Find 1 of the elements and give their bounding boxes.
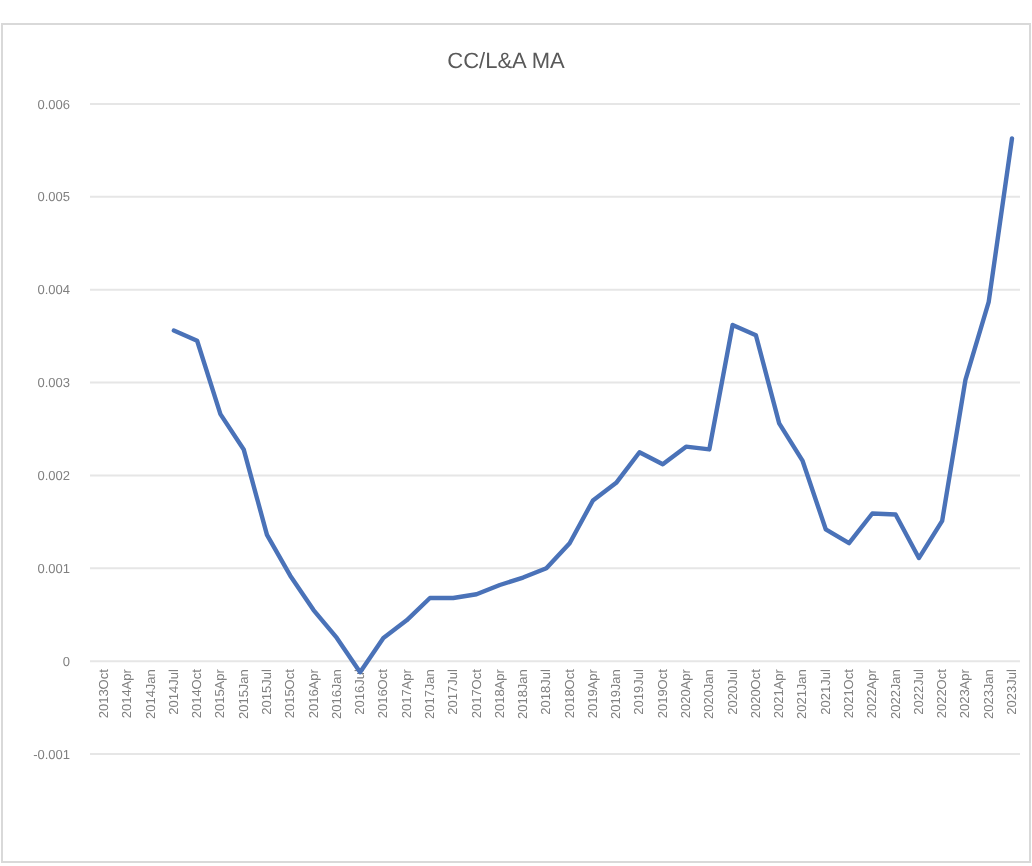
chart-title: CC/L&A MA — [447, 50, 567, 74]
